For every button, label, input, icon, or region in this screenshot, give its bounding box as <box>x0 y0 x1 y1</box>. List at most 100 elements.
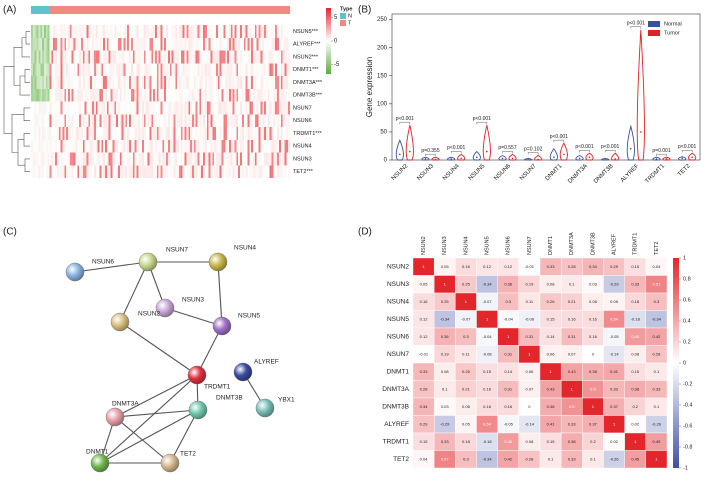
heatmap-cell <box>105 127 107 140</box>
heatmap-cell <box>99 152 102 166</box>
heatmap-cell <box>191 76 194 89</box>
legend-label: Normal <box>664 21 682 27</box>
heatmap-cell <box>134 165 137 178</box>
heatmap-cell <box>171 139 174 153</box>
heatmap-cell <box>154 88 157 102</box>
heatmap-cell <box>62 63 65 76</box>
heatmap-cell <box>130 63 133 76</box>
heatmap-cell <box>145 37 148 51</box>
heatmap-cell <box>223 127 226 140</box>
heatmap-cell <box>214 63 217 76</box>
heatmap-cell <box>40 76 43 89</box>
x-tick-label: ALYREF <box>620 163 641 184</box>
heatmap-cell <box>154 139 157 153</box>
heatmap-cell <box>88 50 91 64</box>
heatmap-cell <box>179 63 181 76</box>
heatmap-cell <box>58 152 61 166</box>
heatmap-cell <box>134 101 137 115</box>
heatmap-cell <box>132 50 135 64</box>
median-dot <box>476 156 478 158</box>
heatmap-cell <box>130 114 133 127</box>
heatmap-cell <box>219 50 222 64</box>
heatmap-cell <box>153 25 155 38</box>
heatmap-cell <box>158 165 161 178</box>
heatmap-cell <box>197 63 200 76</box>
heatmap-cell <box>38 50 41 64</box>
heatmap-cell <box>278 88 281 102</box>
cell-value: -0.29 <box>610 281 620 286</box>
cell-value: 0.37 <box>610 404 619 409</box>
cell-value: 0.42 <box>504 456 513 461</box>
heatmap-cell <box>199 127 202 140</box>
cell-value: 0.54 <box>610 316 619 321</box>
heatmap-cell <box>179 114 181 127</box>
heatmap-cell <box>55 139 57 153</box>
heatmap-cell <box>164 139 167 153</box>
column-label: NSUN5 <box>485 236 491 255</box>
heatmap-cell <box>153 101 155 115</box>
heatmap-cell <box>264 114 266 127</box>
heatmap-cell <box>62 25 65 38</box>
heatmap-cell <box>175 127 178 140</box>
median-dot <box>527 158 529 161</box>
heatmap-cell <box>145 127 148 140</box>
heatmap-cell <box>228 152 231 166</box>
median-dot <box>409 150 411 153</box>
cell-value: 0 <box>528 404 531 409</box>
heatmap-cell <box>240 50 242 64</box>
row-label: NSUN4 <box>387 298 409 305</box>
heatmap-cell <box>214 76 217 89</box>
heatmap-cell <box>262 101 265 115</box>
cell-value: 0.1 <box>654 404 660 409</box>
heatmap-cell <box>147 50 150 64</box>
heatmap-cell <box>284 37 287 51</box>
heatmap-cell <box>143 152 146 166</box>
y-tick-label: 100 <box>377 101 388 107</box>
heatmap-cell <box>92 50 94 64</box>
cell-value: 0.08 <box>526 439 535 444</box>
heatmap-cell <box>238 139 241 153</box>
heatmap-cell <box>97 127 100 140</box>
heatmap-cell <box>112 37 115 51</box>
heatmap-cell <box>232 88 235 102</box>
heatmap-cell <box>38 25 41 38</box>
heatmap-cell <box>147 88 150 102</box>
heatmap-cell <box>68 127 70 140</box>
heatmap-cell <box>149 165 152 178</box>
heatmap-cell <box>116 101 118 115</box>
heatmap-cell <box>171 37 174 51</box>
network-node <box>255 398 275 418</box>
heatmap-cell <box>103 127 106 140</box>
heatmap-cell <box>208 25 211 38</box>
heatmap-cell <box>284 139 287 153</box>
heatmap-cell <box>180 139 183 153</box>
heatmap-cell <box>55 76 57 89</box>
heatmap-cell <box>69 101 72 115</box>
heatmap-cell <box>188 25 191 38</box>
heatmap-cell <box>247 101 250 115</box>
column-label: DNMT3A <box>569 232 575 255</box>
column-label: TET2 <box>654 242 660 255</box>
column-label: NSUN3 <box>442 236 448 255</box>
cell-value: 0.28 <box>568 264 577 269</box>
heatmap-cell <box>271 139 274 153</box>
cell-value: 0.42 <box>653 334 662 339</box>
heatmap-cell <box>38 139 41 153</box>
heatmap-cell <box>269 165 272 178</box>
heatmap-cell <box>80 139 83 153</box>
heatmap-cell <box>234 165 237 178</box>
heatmap-cell <box>45 25 48 38</box>
heatmap-cell <box>195 88 198 102</box>
heatmap-cell <box>238 165 241 178</box>
heatmap-cell <box>108 127 111 140</box>
heatmap-cell <box>43 88 46 102</box>
heatmap-cell <box>217 114 220 127</box>
heatmap-cell <box>68 88 70 102</box>
network-node <box>187 365 207 385</box>
heatmap-cell <box>32 37 35 51</box>
heatmap-cell <box>275 165 278 178</box>
heatmap-cell <box>71 114 74 127</box>
heatmap-cell <box>156 88 159 102</box>
heatmap-cell <box>43 101 46 115</box>
